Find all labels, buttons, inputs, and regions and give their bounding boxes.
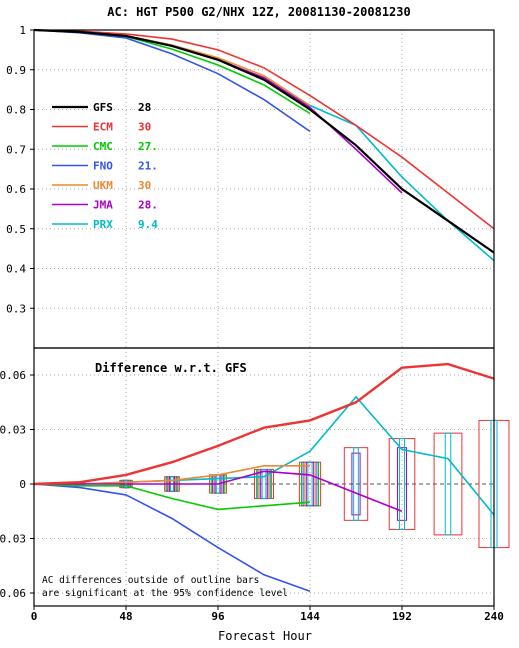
annotation-line-1: AC differences outside of outline bars <box>42 575 259 586</box>
difference-panel-title: Difference w.r.t. GFS <box>95 361 247 375</box>
series-line-bottom-fno <box>33 483 311 592</box>
legend-score-ecm: 30 <box>138 121 151 134</box>
top-y-tick-label-6: 0.4 <box>6 263 26 276</box>
legend-label-jma: JMA <box>93 199 113 212</box>
legend-label-ecm: ECM <box>93 121 113 134</box>
x-tick-label-2: 96 <box>211 610 225 623</box>
chart-text-layer: AC: HGT P500 G2/NHX 12Z, 20081130-200812… <box>42 5 411 643</box>
series-line-bottom-cmc <box>33 483 311 511</box>
bottom-plot-frame <box>33 347 495 607</box>
legend-score-prx: 9.4 <box>138 218 158 231</box>
ci-bar-jma-192 <box>397 447 407 521</box>
series-line-top-ukm <box>33 29 311 107</box>
bottom-y-tick-label-1: 0.03 <box>0 424 26 437</box>
bottom-panel: 0.06 0.03 0 -0.03 -0.06 0 48 96 144 192 240 <box>0 347 510 623</box>
ci-bar-prx-144 <box>307 461 313 507</box>
top-y-tick-label-2: 0.8 <box>6 104 26 117</box>
x-tick-label-4: 192 <box>392 610 412 623</box>
ci-bar-prx-216 <box>444 432 452 536</box>
top-panel: 1 0.9 0.8 0.7 0.6 0.5 0.4 0.3 GFS 28 ECM 30 CMC 27. FN… <box>6 24 495 349</box>
legend-score-gfs: 28 <box>138 101 151 114</box>
legend-score-ukm: 30 <box>138 179 151 192</box>
top-y-tick-label-5: 0.5 <box>6 223 26 236</box>
bottom-y-tick-label-3: -0.03 <box>0 533 26 546</box>
top-y-tick-label-4: 0.6 <box>6 183 26 196</box>
bottom-y-tick-label-0: 0.06 <box>0 369 26 382</box>
x-axis-label: Forecast Hour <box>218 629 312 643</box>
annotation-line-2: are significant at the 95% confidence le… <box>42 588 288 599</box>
series-line-top-ecm <box>33 29 495 230</box>
legend-label-cmc: CMC <box>93 140 113 153</box>
top-y-tick-label-1: 0.9 <box>6 64 26 77</box>
legend-score-fno: 21. <box>138 160 158 173</box>
ci-bar-prx-192 <box>398 438 406 530</box>
legend-label-ukm: UKM <box>93 179 113 192</box>
bottom-y-tick-label-4: -0.06 <box>0 587 26 600</box>
top-y-tick-label-7: 0.3 <box>6 302 26 315</box>
legend-label-fno: FNO <box>93 160 113 173</box>
series-line-bottom-prx <box>34 395 495 516</box>
x-tick-label-0: 0 <box>31 610 38 623</box>
chart-title: AC: HGT P500 G2/NHX 12Z, 20081130-200812… <box>107 5 410 19</box>
x-tick-label-1: 48 <box>119 610 132 623</box>
legend-label-prx: PRX <box>93 218 113 231</box>
legend-score-cmc: 27. <box>138 140 158 153</box>
ci-bar-prx-168 <box>353 447 359 521</box>
top-y-tick-label-0: 1 <box>19 24 26 37</box>
series-line-top-cmc <box>33 29 311 115</box>
x-tick-label-5: 240 <box>484 610 504 623</box>
top-y-tick-label-3: 0.7 <box>6 143 26 156</box>
ci-bar-prx-120 <box>261 468 267 500</box>
legend-label-gfs: GFS <box>93 101 113 114</box>
series-line-bottom-ecm <box>33 362 495 486</box>
bottom-y-tick-label-2: 0 <box>19 478 26 491</box>
x-tick-label-3: 144 <box>300 610 320 623</box>
ci-bar-jma-168 <box>351 452 361 516</box>
series-line-top-gfs <box>33 28 495 254</box>
series-line-bottom-jma <box>34 470 403 513</box>
legend-score-jma: 28. <box>138 199 158 212</box>
